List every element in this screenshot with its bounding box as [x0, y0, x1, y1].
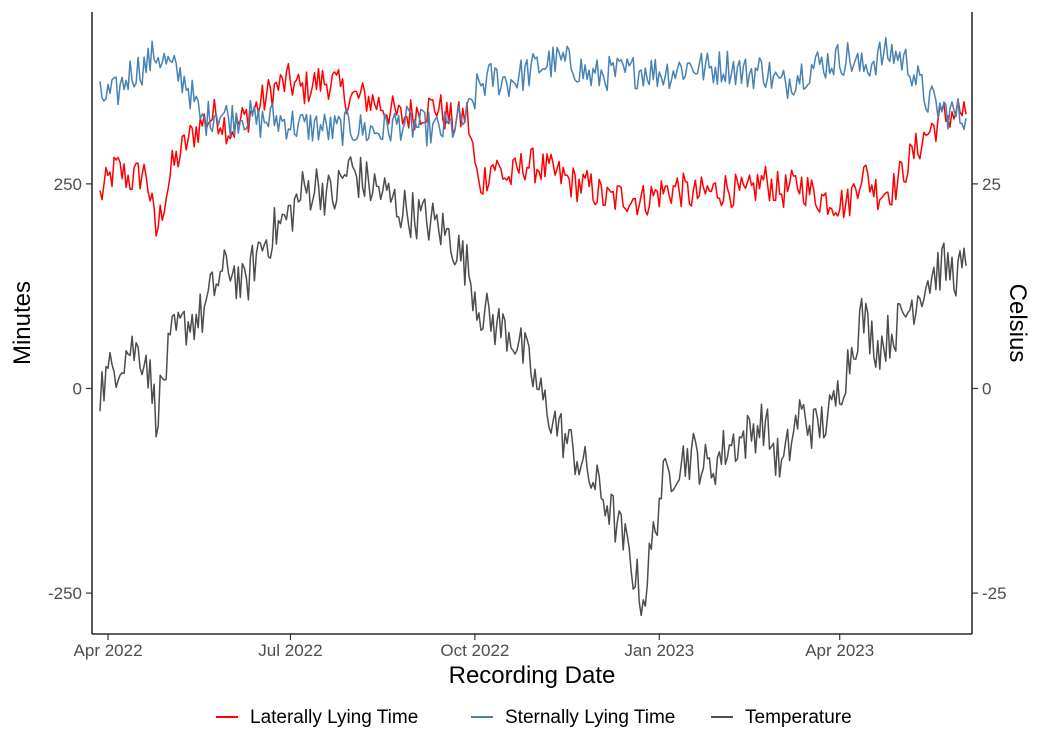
- legend-label-2: Temperature: [745, 707, 852, 728]
- x-tick-label: Apr 2022: [74, 641, 143, 660]
- series-line-1: [99, 37, 967, 147]
- legend-label-1: Sternally Lying Time: [505, 707, 675, 728]
- x-tick-label: Oct 2022: [440, 641, 509, 660]
- y-tick-label: 250: [54, 175, 82, 194]
- y-tick-label: 0: [73, 379, 82, 398]
- x-tick-label: Jan 2023: [624, 641, 694, 660]
- y2-tick-label: -25: [982, 584, 1007, 603]
- ticks-layer: Apr 2022 Jul 2022 Oct 2022 Jan 2023 Apr 2023…: [48, 175, 1007, 660]
- plot-frame: [91, 12, 973, 635]
- y2-tick-label: 0: [982, 379, 991, 398]
- series-line-0: [99, 62, 967, 237]
- legend-label-0: Laterally Lying Time: [250, 707, 418, 728]
- series-layer: [99, 37, 967, 617]
- series-line-2: [99, 156, 967, 617]
- y2-tick-label: 25: [982, 175, 1001, 194]
- y-axis-title: Minutes: [9, 281, 36, 365]
- legend: Laterally Lying Time Sternally Lying Time…: [216, 707, 852, 728]
- y2-axis-title: Celsius: [1004, 284, 1031, 363]
- x-tick-label: Jul 2022: [258, 641, 322, 660]
- x-axis-title: Recording Date: [449, 662, 616, 689]
- y-tick-label: -250: [48, 584, 82, 603]
- x-tick-label: Apr 2023: [805, 641, 874, 660]
